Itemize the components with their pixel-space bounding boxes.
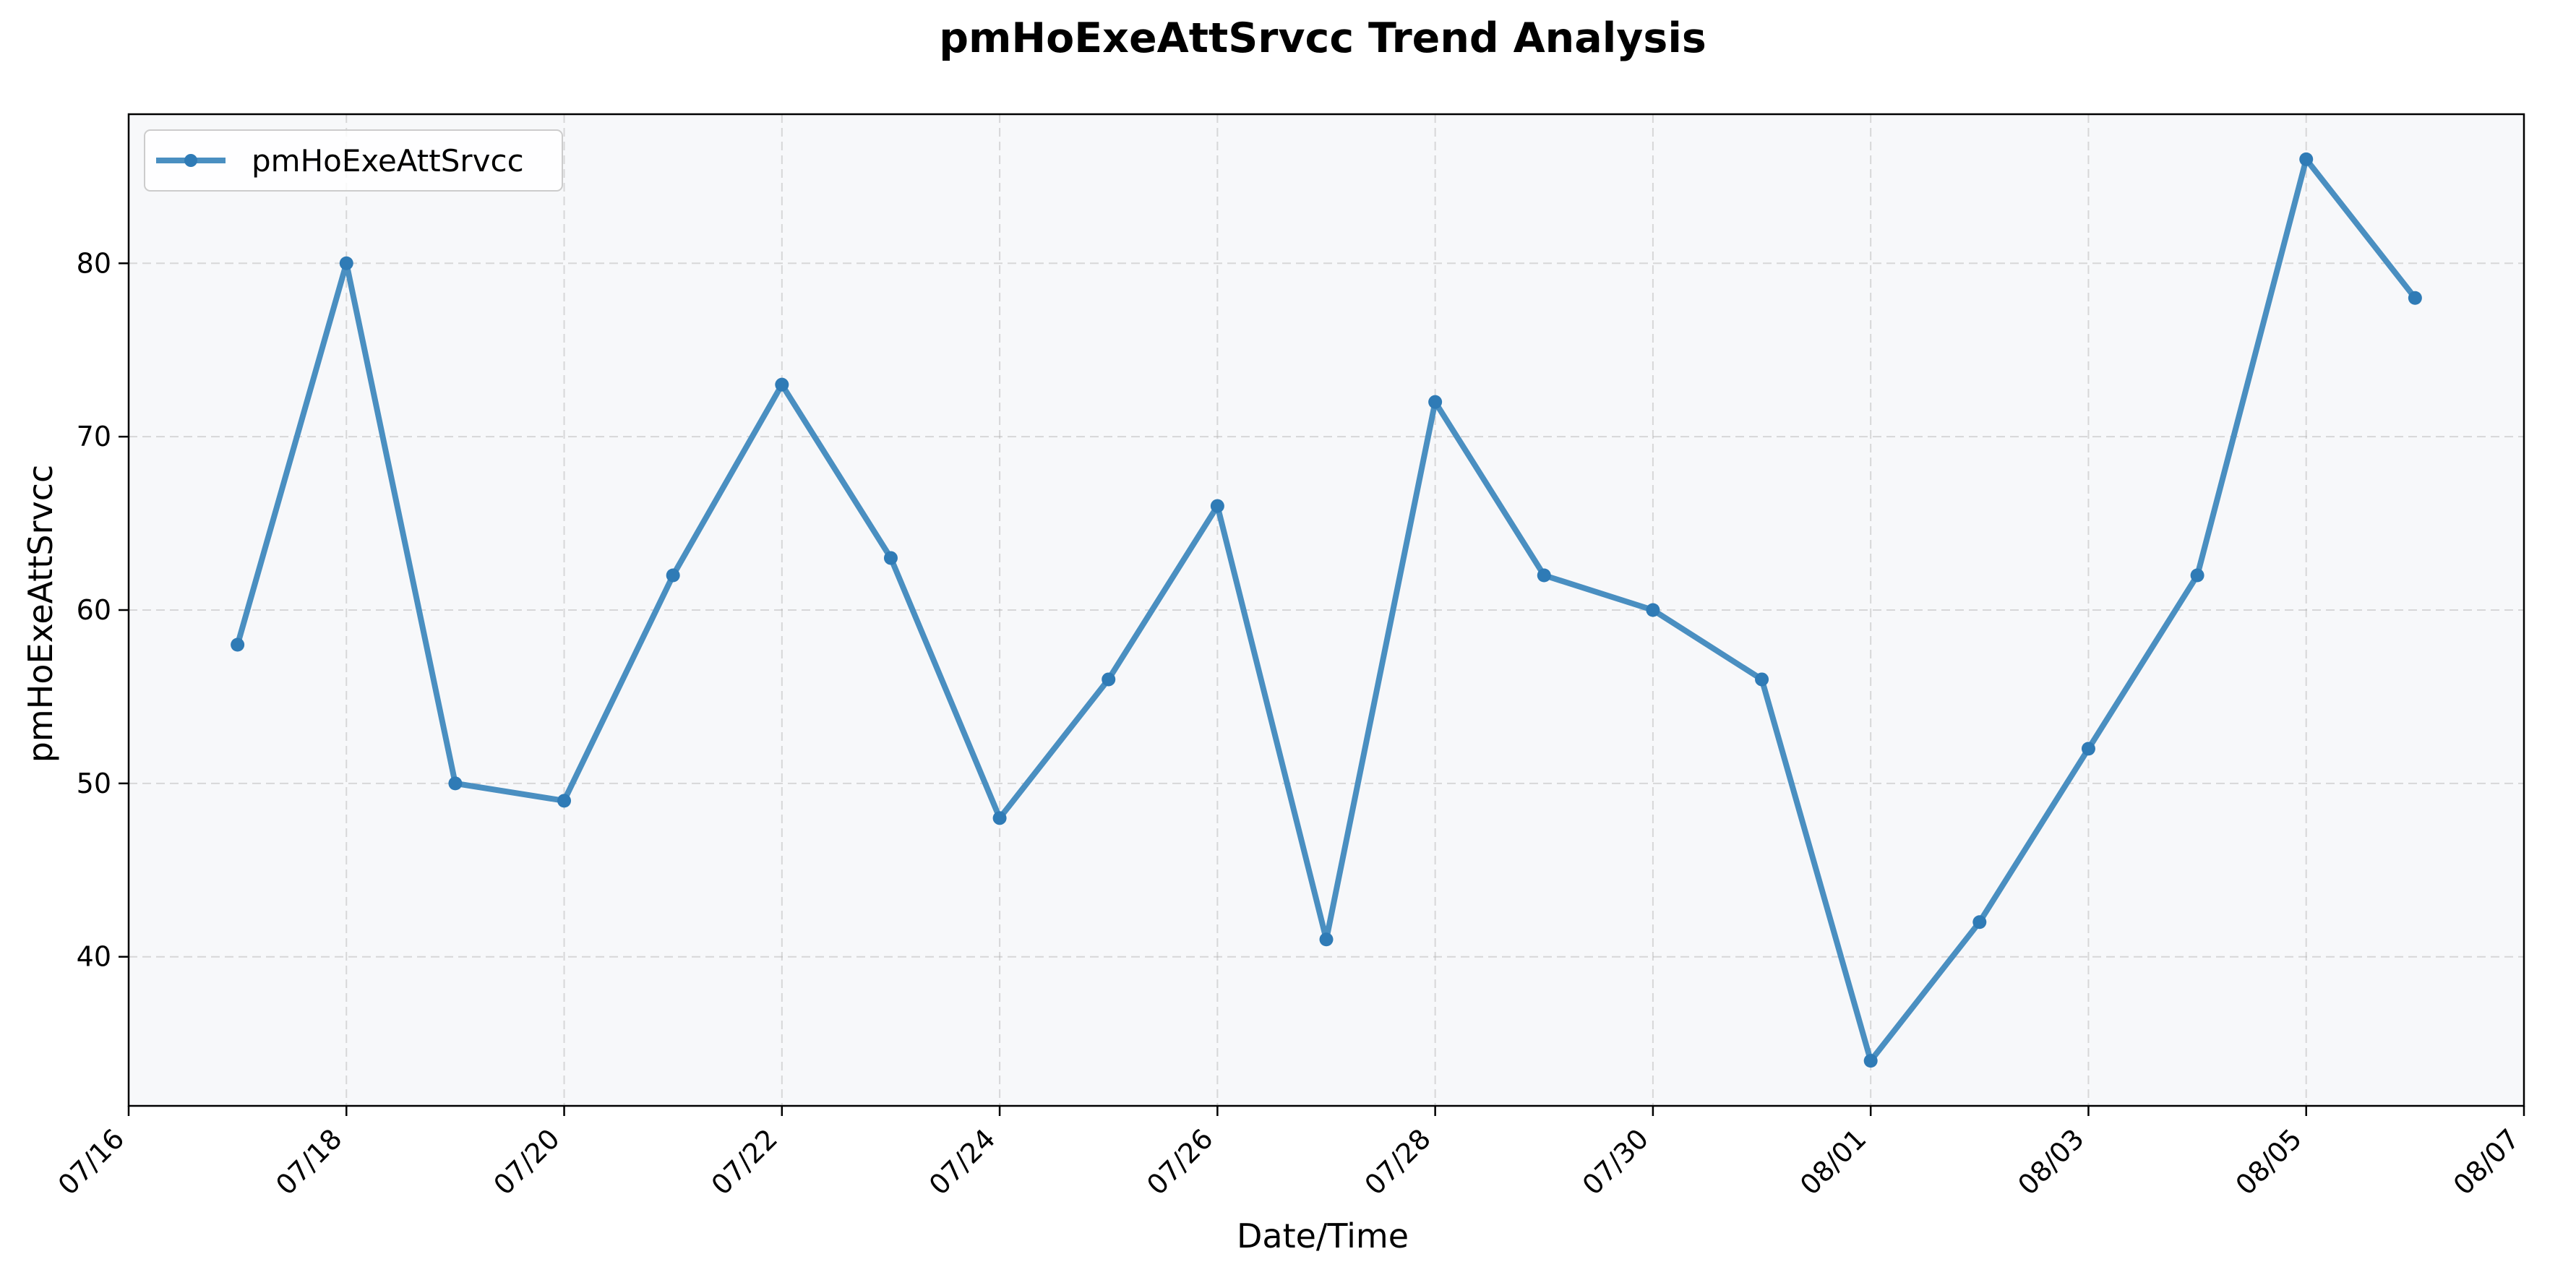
x-tick-label: 08/01 — [1794, 1122, 1873, 1201]
data-point-marker — [231, 638, 245, 652]
y-tick-label: 60 — [77, 594, 111, 626]
data-point-marker — [1755, 672, 1769, 687]
data-point-marker — [1428, 395, 1443, 409]
y-tick-label: 80 — [77, 247, 111, 279]
data-point-marker — [2081, 742, 2095, 756]
x-axis-label: Date/Time — [1237, 1216, 1409, 1255]
y-axis-label: pmHoExeAttSrvcc — [21, 465, 60, 763]
data-point-marker — [339, 256, 353, 270]
data-point-marker — [557, 794, 572, 808]
x-tick-label: 07/22 — [705, 1122, 784, 1201]
data-point-marker — [775, 377, 789, 392]
data-point-marker — [2408, 291, 2422, 305]
data-point-marker — [1972, 915, 1987, 930]
x-tick-label: 07/30 — [1576, 1122, 1655, 1201]
data-point-marker — [1537, 568, 1551, 583]
data-point-marker — [2190, 568, 2204, 583]
data-point-marker — [1863, 1054, 1878, 1068]
data-point-marker — [883, 551, 898, 565]
data-point-marker — [2299, 152, 2314, 166]
data-point-marker — [666, 568, 680, 583]
x-tick-label: 07/16 — [52, 1122, 131, 1201]
legend-marker-swatch — [184, 154, 197, 167]
data-point-marker — [1102, 672, 1116, 687]
x-tick-label: 07/24 — [923, 1122, 1002, 1201]
legend-box — [144, 129, 563, 192]
x-tick-label: 08/07 — [2447, 1122, 2526, 1201]
x-tick-label: 07/26 — [1141, 1122, 1219, 1201]
legend-entry-label: pmHoExeAttSrvcc — [252, 143, 524, 179]
chart-title: pmHoExeAttSrvcc Trend Analysis — [939, 14, 1706, 62]
y-tick-label: 70 — [77, 421, 111, 452]
x-tick-label: 07/20 — [487, 1122, 566, 1201]
data-point-marker — [1646, 603, 1660, 617]
x-tick-label: 08/05 — [2230, 1122, 2309, 1201]
data-point-marker — [1319, 932, 1334, 947]
data-point-marker — [1210, 499, 1224, 513]
x-tick-label: 08/03 — [2012, 1122, 2090, 1201]
data-point-marker — [992, 811, 1007, 825]
series-layer — [231, 152, 2422, 1068]
legend: pmHoExeAttSrvcc — [144, 129, 563, 192]
y-tick-label: 50 — [77, 768, 111, 799]
x-tick-label: 07/28 — [1358, 1122, 1437, 1201]
data-point-marker — [448, 776, 463, 791]
grid-lines — [128, 114, 2525, 1106]
x-tick-label: 07/18 — [270, 1122, 348, 1201]
y-tick-label: 40 — [77, 941, 111, 973]
